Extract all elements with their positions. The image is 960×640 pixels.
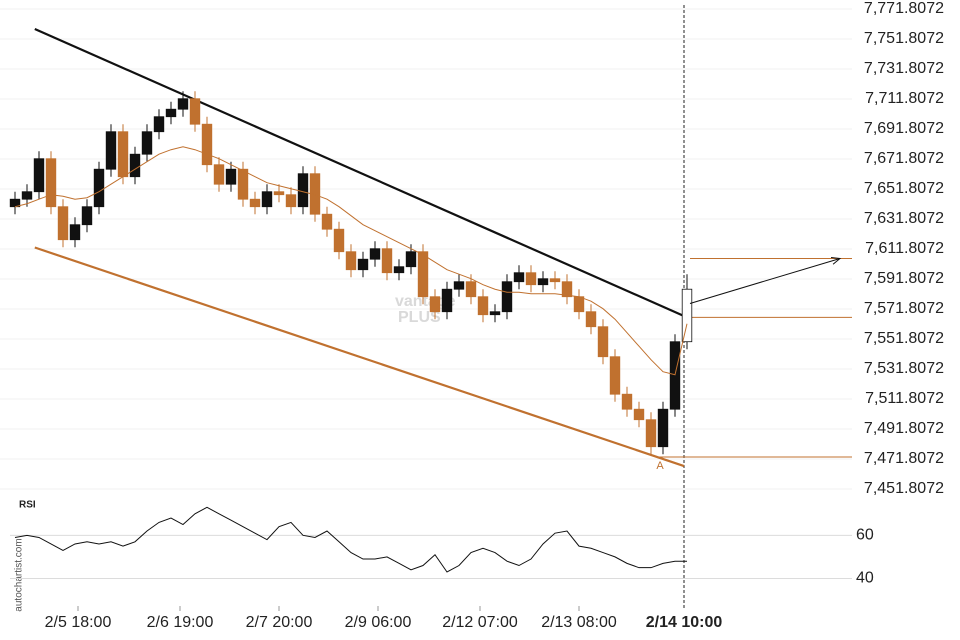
candle-body (261, 191, 273, 208)
pattern-point-label: A (656, 460, 664, 472)
x-tick-label: 2/5 18:00 (45, 614, 112, 631)
candle-body (525, 272, 537, 286)
candle-body (537, 278, 549, 286)
candle-body (189, 98, 201, 125)
candle-body (429, 296, 441, 313)
y-tick-label: 7,471.8072 (864, 450, 944, 467)
candle-body (681, 288, 693, 343)
candle-body (345, 251, 357, 271)
y-tick-label: 7,671.8072 (864, 150, 944, 167)
trendline (34, 246, 685, 468)
candle-body (585, 311, 597, 328)
arrow-head (830, 256, 842, 265)
y-tick-label: 7,591.8072 (864, 270, 944, 287)
candle-body (561, 281, 573, 298)
candle-body (609, 356, 621, 395)
candle-body (417, 251, 429, 298)
candle-body (333, 228, 345, 253)
candle-body (153, 116, 165, 133)
candle-body (297, 173, 309, 208)
candle-body (393, 266, 405, 274)
y-tick-label: 7,691.8072 (864, 120, 944, 137)
candle-body (441, 288, 453, 313)
y-tick-label: 7,751.8072 (864, 30, 944, 47)
candle-body (285, 194, 297, 208)
candle-body (129, 153, 141, 178)
candle-body (669, 341, 681, 410)
candle-body (201, 123, 213, 166)
candle-body (21, 191, 33, 200)
y-tick-label: 7,631.8072 (864, 210, 944, 227)
candle-body (549, 278, 561, 283)
candle-body (645, 419, 657, 448)
candle-body (69, 224, 81, 241)
source: autochartist.com (14, 538, 25, 611)
candle-body (405, 251, 417, 268)
candle-body (81, 206, 93, 226)
candle-body (621, 393, 633, 410)
x-tick-label: 2/14 10:00 (646, 614, 723, 631)
moving-average (14, 146, 688, 376)
y-tick-label: 7,711.8072 (865, 90, 944, 107)
candle-body (273, 191, 285, 196)
candle-body (165, 108, 177, 118)
candle-body (33, 158, 45, 193)
watermark: vantage (395, 293, 456, 310)
candle-body (105, 131, 117, 170)
y-tick-label: 40 (856, 570, 874, 587)
candle-body (465, 281, 477, 298)
candle-body (501, 281, 513, 313)
y-tick-label: 7,651.8072 (864, 180, 944, 197)
trendline (34, 27, 684, 317)
candle-body (489, 311, 501, 316)
candle-body (513, 272, 525, 283)
candle-body (369, 248, 381, 260)
y-tick-label: 60 (856, 527, 874, 544)
candle-body (141, 131, 153, 155)
x-tick-label: 2/7 20:00 (246, 614, 313, 631)
candle-body (657, 408, 669, 448)
candle-body (237, 168, 249, 200)
candle-body (573, 296, 585, 313)
candle-body (93, 168, 105, 208)
y-tick-label: 7,531.8072 (864, 360, 944, 377)
candle-body (177, 98, 189, 110)
candle-body (321, 213, 333, 230)
candle-body (453, 281, 465, 290)
y-tick-label: 7,571.8072 (864, 300, 944, 317)
forecast-arrow (689, 257, 841, 304)
rsi-line (14, 506, 687, 573)
panel-title: RSI (19, 500, 36, 511)
candle-body (477, 296, 489, 316)
candle-body (249, 198, 261, 208)
candle-body (357, 258, 369, 271)
watermark-sub: PLUS (398, 309, 441, 326)
x-tick-label: 2/13 08:00 (541, 614, 617, 631)
x-tick-label: 2/6 19:00 (147, 614, 214, 631)
candle-body (381, 248, 393, 274)
candle-body (213, 164, 225, 185)
candle-body (225, 168, 237, 185)
y-tick-label: 7,611.8072 (865, 240, 944, 257)
y-tick-label: 7,451.8072 (864, 480, 944, 497)
candle-body (57, 206, 69, 241)
y-tick-label: 7,731.8072 (864, 60, 944, 77)
candle-body (633, 408, 645, 421)
y-tick-label: 7,511.8072 (865, 390, 944, 407)
candle-body (597, 326, 609, 358)
y-tick-label: 7,551.8072 (864, 330, 944, 347)
candle-body (117, 131, 129, 178)
candle-body (45, 158, 57, 208)
y-tick-label: 7,771.8072 (864, 0, 944, 17)
x-tick-label: 2/9 06:00 (345, 614, 412, 631)
y-tick-label: 7,491.8072 (864, 420, 944, 437)
x-tick-label: 2/12 07:00 (442, 614, 518, 631)
